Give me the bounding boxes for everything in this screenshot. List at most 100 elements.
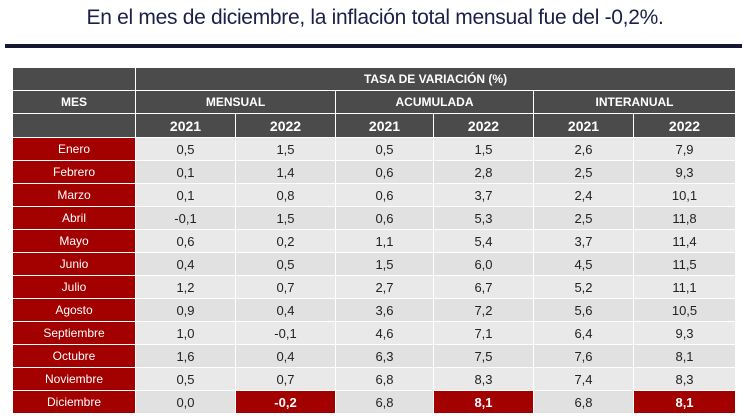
header-year: 2022: [235, 113, 336, 138]
value-cell: 1,5: [433, 137, 534, 161]
value-cell: 10,5: [632, 298, 737, 322]
value-cell: 0,6: [335, 183, 434, 207]
table-row: Julio 1,2 0,7 2,7 6,7 5,2 11,1: [12, 275, 737, 299]
value-cell: 0,5: [135, 137, 236, 161]
header-blank: [12, 67, 136, 91]
value-cell: 8,3: [433, 367, 534, 391]
table-row: Junio 0,4 0,5 1,5 6,0 4,5 11,5: [12, 252, 737, 276]
value-cell: 7,1: [433, 321, 534, 345]
value-cell: 3,7: [533, 229, 634, 253]
value-cell: 0,4: [135, 252, 236, 276]
value-cell: 8,1: [632, 344, 737, 368]
month-cell: Junio: [12, 252, 136, 276]
value-cell: 0,5: [135, 367, 236, 391]
value-cell: 4,5: [533, 252, 634, 276]
value-cell: 1,5: [335, 252, 434, 276]
table-row: Marzo 0,1 0,8 0,6 3,7 2,4 10,1: [12, 183, 737, 207]
value-cell: 7,4: [533, 367, 634, 391]
title-divider: [5, 44, 742, 48]
value-cell: 0,4: [235, 298, 336, 322]
value-cell: 8,1: [433, 390, 534, 414]
value-cell: 3,7: [433, 183, 534, 207]
value-cell: 8,1: [632, 390, 737, 414]
month-cell: Julio: [12, 275, 136, 299]
value-cell: 4,6: [335, 321, 434, 345]
value-cell: 1,5: [235, 206, 336, 230]
header-year: 2022: [632, 113, 737, 138]
value-cell: 0,5: [235, 252, 336, 276]
value-cell: 1,2: [135, 275, 236, 299]
value-cell: 0,4: [235, 344, 336, 368]
value-cell: 6,8: [335, 390, 434, 414]
table-row: Diciembre 0,0 -0,2 6,8 8,1 6,8 8,1: [12, 390, 737, 414]
value-cell: 2,6: [533, 137, 634, 161]
header-acumulada: ACUMULADA: [335, 90, 534, 114]
value-cell: 2,7: [335, 275, 434, 299]
value-cell: 7,9: [632, 137, 737, 161]
table-row: Octubre 1,6 0,4 6,3 7,5 7,6 8,1: [12, 344, 737, 368]
value-cell: 10,1: [632, 183, 737, 207]
value-cell: 1,0: [135, 321, 236, 345]
value-cell: 0,5: [335, 137, 434, 161]
value-cell: 0,7: [235, 367, 336, 391]
value-cell: 0,1: [135, 183, 236, 207]
value-cell: 9,3: [632, 160, 737, 184]
header-mensual: MENSUAL: [135, 90, 336, 114]
value-cell: 7,6: [533, 344, 634, 368]
value-cell: 3,6: [335, 298, 434, 322]
month-cell: Noviembre: [12, 367, 136, 391]
value-cell: 0,1: [135, 160, 236, 184]
month-cell: Septiembre: [12, 321, 136, 345]
value-cell: 0,2: [235, 229, 336, 253]
value-cell: -0,1: [135, 206, 236, 230]
value-cell: 6,7: [433, 275, 534, 299]
table-row: Septiembre 1,0 -0,1 4,6 7,1 6,4 9,3: [12, 321, 737, 345]
value-cell: 2,8: [433, 160, 534, 184]
header-tasa-variacion: TASA DE VARIACIÓN (%): [134, 67, 737, 91]
value-cell: 7,2: [433, 298, 534, 322]
table-row: Noviembre 0,5 0,7 6,8 8,3 7,4 8,3: [12, 367, 737, 391]
value-cell: -0,2: [235, 390, 336, 414]
value-cell: 2,5: [533, 160, 634, 184]
value-cell: 1,5: [235, 137, 336, 161]
value-cell: 6,4: [533, 321, 634, 345]
value-cell: 2,4: [533, 183, 634, 207]
value-cell: 11,5: [632, 252, 737, 276]
table-row: Abril -0,1 1,5 0,6 5,3 2,5 11,8: [12, 206, 737, 230]
page-title: En el mes de diciembre, la inflación tot…: [86, 6, 664, 29]
month-cell: Octubre: [12, 344, 136, 368]
value-cell: -0,1: [235, 321, 336, 345]
value-cell: 11,4: [632, 229, 737, 253]
value-cell: 7,5: [433, 344, 534, 368]
month-cell: Febrero: [12, 160, 136, 184]
header-year: 2022: [433, 113, 534, 138]
month-cell: Agosto: [12, 298, 136, 322]
value-cell: 2,5: [533, 206, 634, 230]
month-cell: Diciembre: [12, 390, 136, 414]
value-cell: 6,0: [433, 252, 534, 276]
header-blank: [12, 113, 136, 138]
value-cell: 9,3: [632, 321, 737, 345]
value-cell: 6,8: [335, 367, 434, 391]
value-cell: 5,3: [433, 206, 534, 230]
value-cell: 6,8: [533, 390, 634, 414]
value-cell: 11,8: [632, 206, 737, 230]
value-cell: 1,6: [135, 344, 236, 368]
table-row: Mayo 0,6 0,2 1,1 5,4 3,7 11,4: [12, 229, 737, 253]
value-cell: 0,7: [235, 275, 336, 299]
value-cell: 8,3: [632, 367, 737, 391]
value-cell: 0,8: [235, 183, 336, 207]
value-cell: 6,3: [335, 344, 434, 368]
header-mes: MES: [12, 90, 136, 114]
value-cell: 5,4: [433, 229, 534, 253]
table-row: Febrero 0,1 1,4 0,6 2,8 2,5 9,3: [12, 160, 737, 184]
value-cell: 5,6: [533, 298, 634, 322]
table-row: Agosto 0,9 0,4 3,6 7,2 5,6 10,5: [12, 298, 737, 322]
value-cell: 1,1: [335, 229, 434, 253]
value-cell: 0,6: [335, 160, 434, 184]
value-cell: 0,0: [135, 390, 236, 414]
value-cell: 1,4: [235, 160, 336, 184]
month-cell: Marzo: [12, 183, 136, 207]
inflation-table: TASA DE VARIACIÓN (%) MES MENSUAL ACUMUL…: [12, 67, 737, 414]
value-cell: 0,6: [335, 206, 434, 230]
